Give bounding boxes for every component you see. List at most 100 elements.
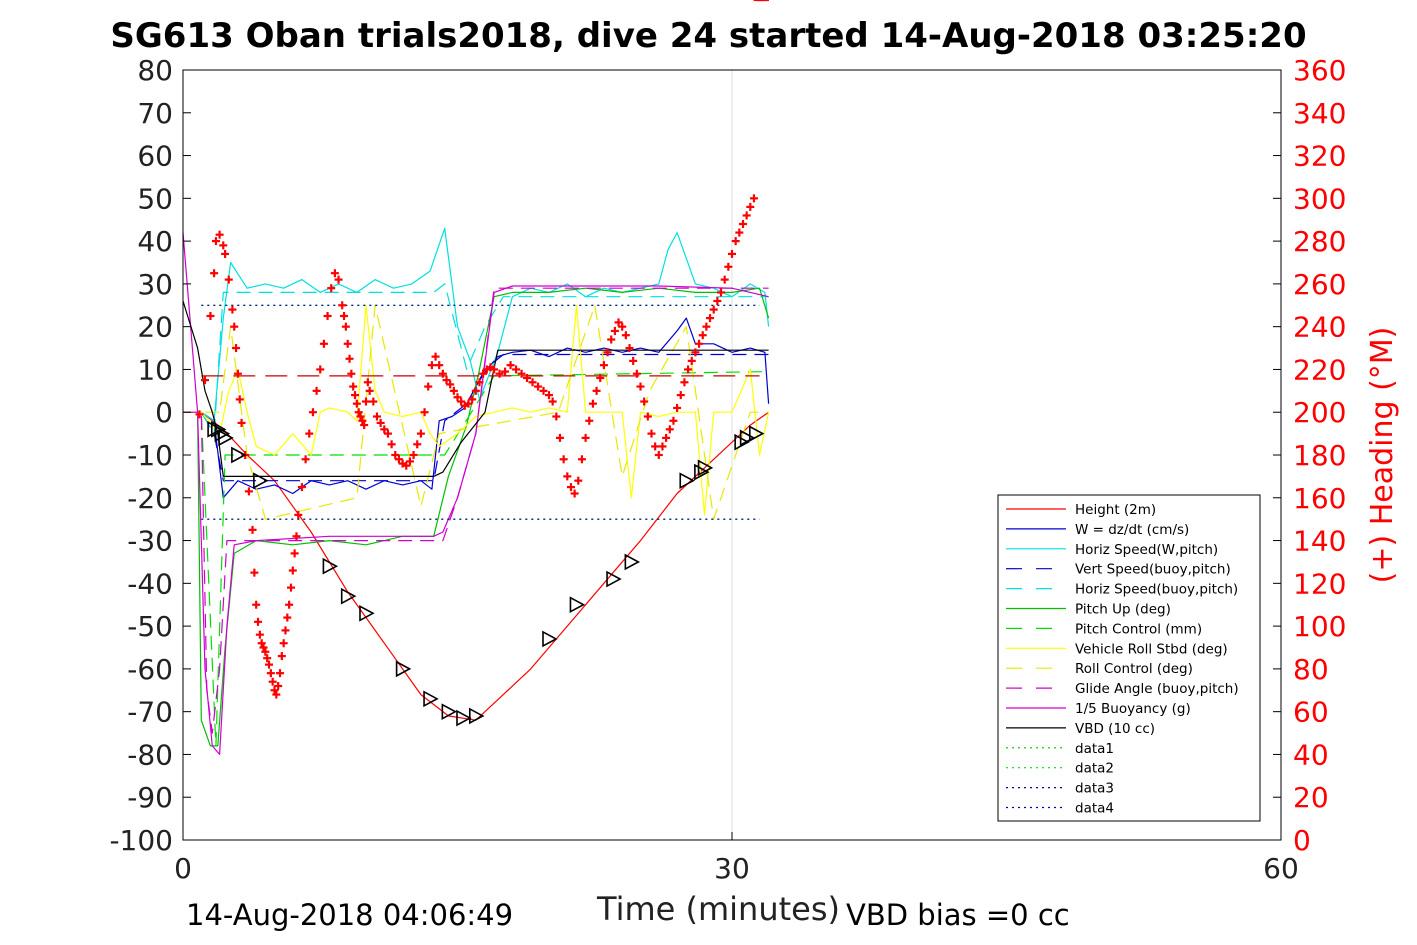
- heading-point: [281, 626, 290, 635]
- y-tick-label: 20: [137, 311, 173, 344]
- y-tick-label: -90: [127, 781, 173, 814]
- heading-point: [369, 397, 378, 406]
- heading-point: [288, 566, 297, 575]
- heading-point: [713, 297, 722, 305]
- legend-label: Vert Speed(buoy,pitch): [1075, 562, 1231, 578]
- heading-point: [233, 369, 242, 378]
- y2-tick-label: 280: [1293, 225, 1346, 258]
- height-marker: [207, 420, 223, 438]
- heading-point: [539, 386, 548, 395]
- heading-point: [621, 331, 630, 340]
- heading-point: [555, 433, 564, 442]
- heading-point: [391, 451, 400, 459]
- series-layer: [182, 227, 770, 756]
- heading-point: [274, 682, 283, 690]
- heading-point: [301, 455, 310, 464]
- heading-point: [475, 378, 484, 387]
- y-tick-label: 70: [137, 97, 173, 130]
- heading-point: [275, 669, 284, 678]
- height-marker: [748, 425, 765, 442]
- heading-point: [402, 461, 411, 470]
- heading-point: [356, 412, 365, 421]
- heading-point: [669, 416, 678, 425]
- heading-point: [702, 322, 711, 331]
- heading-point: [610, 326, 619, 335]
- y-tick-label: -50: [127, 610, 173, 643]
- heading-point: [599, 361, 608, 370]
- heading-point: [352, 399, 361, 408]
- heading-point: [603, 348, 612, 357]
- heading-point: [319, 339, 328, 348]
- heading-point: [559, 455, 568, 464]
- heading-point: [528, 378, 537, 387]
- heading-point: [200, 376, 209, 385]
- y-tick-label: -60: [127, 653, 173, 686]
- heading-point: [512, 365, 521, 374]
- heading-point: [252, 600, 261, 609]
- height-marker: [679, 472, 695, 490]
- heading-point: [720, 275, 729, 284]
- heading-point: [360, 421, 369, 430]
- heading-point: [228, 305, 237, 314]
- heading-point: [244, 487, 253, 496]
- heading-point: [279, 639, 288, 648]
- height-marker: [468, 707, 485, 725]
- heading-point: [709, 305, 718, 314]
- y-tick-label: -40: [127, 567, 173, 600]
- y2-tick-label: 140: [1293, 525, 1346, 558]
- legend-label: 1/5 Buoyancy (g): [1075, 701, 1191, 717]
- heading-point: [658, 442, 667, 451]
- legend-label: Horiz Speed(buoy,pitch): [1075, 582, 1238, 598]
- heading-point: [259, 643, 268, 652]
- height-marker: [210, 420, 227, 438]
- heading-point: [383, 429, 392, 438]
- heading-point: [343, 339, 352, 348]
- heading-point: [349, 382, 358, 391]
- heading-point: [330, 269, 339, 278]
- heading-point: [632, 369, 641, 378]
- heading-point: [376, 418, 385, 427]
- heading-point: [345, 354, 354, 363]
- heading-point: [230, 322, 239, 331]
- heading-point: [724, 262, 733, 271]
- y2-tick-label: 80: [1293, 653, 1329, 686]
- y-tick-label: -80: [127, 738, 173, 771]
- heading-point: [552, 412, 561, 421]
- heading-point: [206, 311, 215, 320]
- heading-point: [548, 397, 557, 406]
- heading-point: [285, 600, 294, 609]
- heading-point: [221, 249, 230, 258]
- axes: 80706050403020100-10-20-30-40-50-60-70-8…: [109, 54, 1400, 885]
- series-line-6: [183, 371, 769, 747]
- heading-point: [728, 249, 736, 258]
- heading-point: [394, 455, 403, 464]
- heading-point: [254, 617, 263, 626]
- series-line-11: [182, 300, 769, 477]
- height-marker: [322, 557, 339, 575]
- y2-tick-label: 180: [1293, 439, 1346, 472]
- heading-point: [341, 322, 350, 331]
- series-line-2: [183, 227, 770, 422]
- heading-point: [210, 269, 219, 278]
- heading-point: [312, 386, 321, 395]
- heading-point: [405, 457, 414, 466]
- series-line-8: [183, 304, 769, 520]
- heading-point: [363, 378, 372, 387]
- heading-point: [449, 386, 458, 395]
- heading-point: [255, 630, 264, 639]
- heading-point: [563, 472, 572, 481]
- heading-point: [534, 382, 543, 391]
- heading-point: [640, 397, 649, 406]
- heading-point: [237, 418, 246, 427]
- y2-tick-label: 340: [1293, 97, 1346, 130]
- heading-point: [215, 230, 224, 239]
- height-markers: [207, 420, 765, 727]
- y2-tick-label: 120: [1293, 567, 1346, 600]
- heading-point: [219, 241, 228, 250]
- height-marker: [739, 429, 756, 447]
- heading-point: [290, 549, 299, 558]
- series-line-5: [183, 287, 770, 747]
- y2-tick-label: 300: [1293, 182, 1346, 215]
- heading-point: [413, 440, 422, 449]
- heading-point: [654, 451, 663, 459]
